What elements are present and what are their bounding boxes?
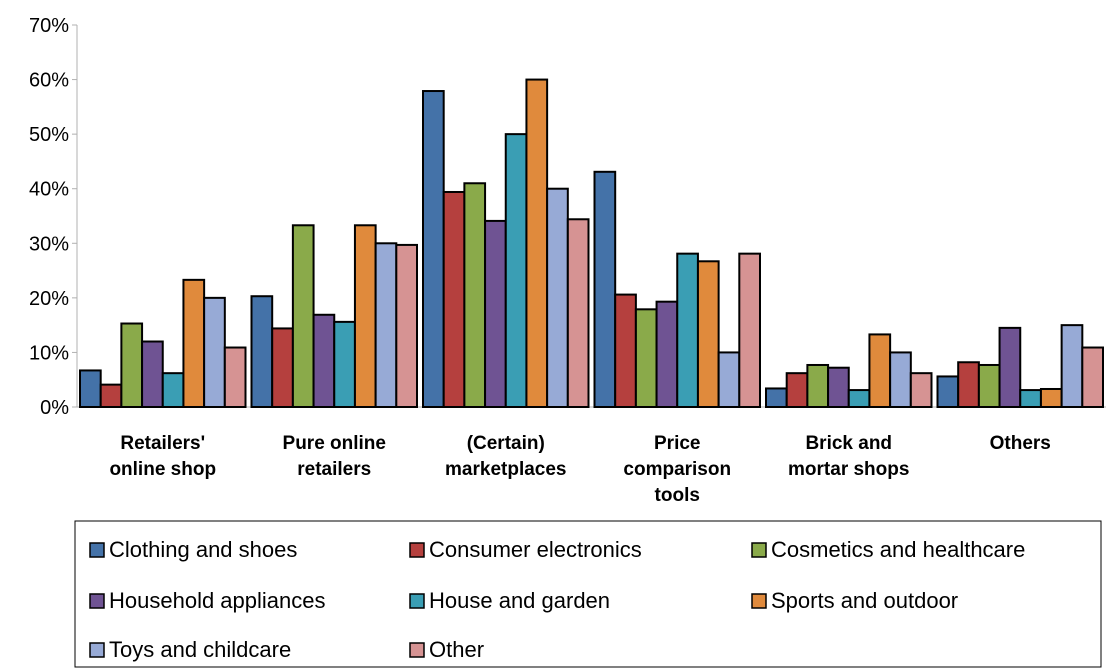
bar (223, 346, 247, 408)
y-tick-label: 20% (29, 288, 69, 310)
bar (504, 133, 528, 408)
bar (79, 369, 102, 409)
bar (141, 340, 164, 409)
bar (120, 322, 144, 409)
x-category-label: Price comparison tools (623, 433, 731, 506)
x-category-label: Brick and mortar shops (788, 433, 909, 480)
bar (909, 372, 933, 409)
bar (422, 90, 445, 408)
bar (634, 308, 658, 409)
y-tick-label: 30% (29, 233, 69, 255)
bar (936, 375, 960, 409)
bar (1019, 389, 1042, 408)
legend-swatch (409, 542, 425, 558)
chart-axes (76, 25, 1106, 408)
bar (889, 351, 912, 408)
bar (785, 372, 809, 409)
legend-swatch (409, 593, 425, 609)
legend-swatch (89, 542, 105, 558)
bar (655, 300, 679, 408)
legend-label: House and garden (429, 588, 610, 613)
bar (525, 78, 549, 408)
legend-label: Cosmetics and healthcare (771, 537, 1025, 562)
bar (977, 363, 1001, 409)
bar (1060, 324, 1084, 409)
bar-series (79, 78, 1105, 409)
legend-box (74, 520, 1102, 668)
legend-swatch (751, 542, 767, 558)
legend-label: Sports and outdoor (771, 588, 958, 613)
bar (463, 182, 487, 408)
legend-swatch (89, 642, 105, 658)
bar (271, 327, 294, 409)
bar (250, 295, 274, 408)
bar (484, 219, 507, 408)
bar (806, 363, 830, 409)
y-tick-label: 60% (29, 70, 69, 92)
legend-swatch (751, 593, 767, 609)
bar (696, 260, 720, 409)
bar (203, 296, 226, 408)
y-tick-label: 40% (29, 179, 69, 201)
bar (676, 252, 699, 408)
x-category-label: Retailers' online shop (109, 433, 216, 480)
bar (374, 242, 398, 408)
bar (291, 224, 315, 408)
legend-swatch (409, 642, 425, 658)
y-tick-label: 10% (29, 342, 69, 364)
bar (847, 389, 871, 408)
bar (353, 224, 377, 408)
bar (333, 320, 356, 408)
bar (1081, 346, 1105, 408)
bar (717, 351, 741, 408)
bar (546, 187, 569, 408)
bar (868, 333, 892, 409)
x-axis-category-labels: Retailers' online shop Pure online retailer… (109, 433, 1050, 506)
bar (614, 293, 637, 408)
bar (99, 383, 123, 409)
y-tick-label: 0% (40, 397, 69, 419)
y-axis-ticks: 0% 10% 20% 30% 40% 50% 60% 70% (29, 15, 77, 419)
bar (827, 366, 850, 408)
x-category-label: Others (990, 433, 1051, 454)
legend-label: Toys and childcare (109, 637, 291, 662)
x-category-label: Pure online retailers (283, 433, 386, 480)
bar (395, 243, 418, 408)
bar (957, 361, 980, 408)
x-category-label: (Certain) marketplaces (445, 433, 566, 480)
y-tick-label: 50% (29, 124, 69, 146)
bar (182, 278, 206, 409)
bar (312, 313, 336, 408)
y-tick-label: 70% (29, 15, 69, 37)
legend-label: Clothing and shoes (109, 537, 297, 562)
bar (765, 387, 788, 409)
legend-swatch (89, 593, 105, 609)
bar (738, 252, 761, 408)
legend-label: Household appliances (109, 588, 326, 613)
bar (593, 170, 617, 408)
bar (998, 326, 1022, 408)
legend: Clothing and shoes Consumer electronics Co… (74, 520, 1102, 668)
bar (161, 372, 185, 409)
legend-label: Consumer electronics (429, 537, 642, 562)
bar (1039, 387, 1063, 408)
legend-label: Other (429, 637, 484, 662)
bar (442, 190, 466, 408)
bar (566, 218, 590, 408)
